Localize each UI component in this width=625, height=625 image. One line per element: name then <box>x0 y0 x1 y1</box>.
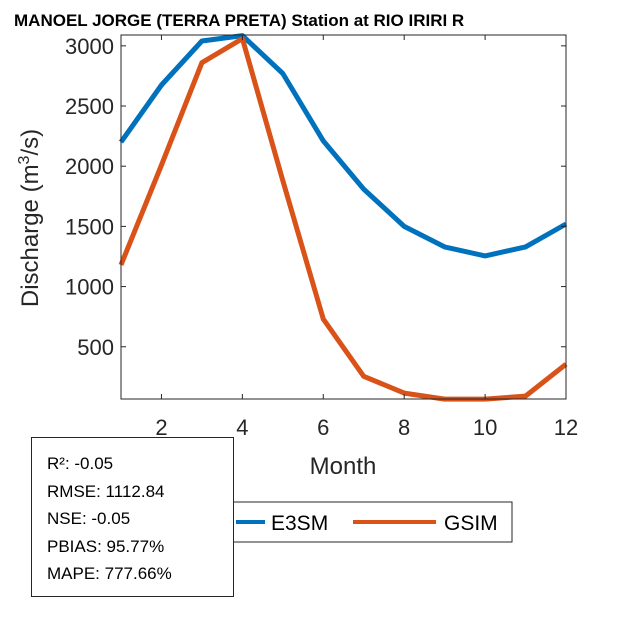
stats-box: R²: -0.05 RMSE: 1112.84 NSE: -0.05 PBIAS… <box>31 437 234 597</box>
y-tick-label: 3000 <box>65 34 114 59</box>
y-axis-label-superscript: 3 <box>16 155 33 164</box>
stat-rmse: RMSE: 1112.84 <box>47 481 165 501</box>
x-tick-label: 6 <box>317 415 329 440</box>
chart-title: MANOEL JORGE (TERRA PRETA) Station at RI… <box>14 11 464 30</box>
x-axis-label: Month <box>310 453 377 480</box>
plot-area <box>118 33 568 402</box>
series-line-gsim <box>118 36 568 402</box>
y-tick-label: 1500 <box>65 214 114 239</box>
y-tick-label: 2500 <box>65 94 114 119</box>
y-tick-label: 1000 <box>65 275 114 300</box>
y-tick-labels: 500 1000 1500 2000 2500 3000 <box>65 34 114 360</box>
legend-label-e3sm: E3SM <box>271 512 328 535</box>
stat-nse: NSE: -0.05 <box>47 509 131 528</box>
y-axis-label-unit: /s) <box>17 129 44 156</box>
x-tick-label: 2 <box>155 415 167 440</box>
axes-box <box>120 34 567 400</box>
y-tick-label: 2000 <box>65 154 114 179</box>
y-axis-label-main: Discharge (m <box>17 164 44 307</box>
series-line-e3sm <box>118 33 568 259</box>
stat-r2: R²: -0.05 <box>47 454 114 473</box>
x-tick-label: 8 <box>398 415 410 440</box>
x-tick-label: 12 <box>554 415 578 440</box>
x-tick-label: 10 <box>473 415 497 440</box>
x-tick-label: 4 <box>236 415 248 440</box>
legend-label-gsim: GSIM <box>444 512 498 535</box>
stat-mape: MAPE: 777.66% <box>47 564 172 583</box>
stat-pbias: PBIAS: 95.77% <box>47 536 165 556</box>
x-tick-labels: 2 4 6 8 10 12 <box>155 415 578 440</box>
y-axis-label: Discharge (m3/s) <box>16 129 44 307</box>
y-tick-label: 500 <box>77 335 114 360</box>
